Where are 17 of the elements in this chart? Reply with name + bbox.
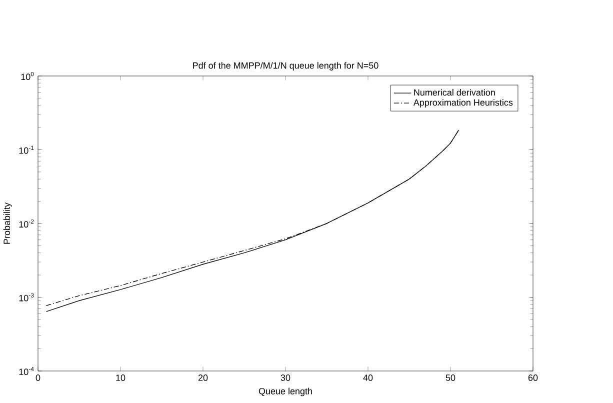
x-axis-title: Queue length [258,388,312,396]
y-tick-label: 10$^{-1}$ [19,146,34,154]
y-tick-label: 10$^{-4}$ [19,366,34,376]
y-tick-label: 10$^{-2}$ [19,219,34,228]
x-tick-label: 0 [36,374,40,381]
legend-label: Approximation Heuristics [413,99,513,108]
legend-label: Numerical derivation [414,89,495,96]
chart-title: Pdf of the MMPP/M/1/N queue length for N=50 [193,62,378,70]
x-tick-label: 30 [280,374,290,381]
x-tick-label: 10 [116,374,126,381]
x-tick-label: 50 [446,374,456,381]
x-tick-label: 20 [198,374,208,381]
x-tick-label: 60 [528,374,538,381]
y-tick-label: 10$^{0}$ [21,72,34,80]
y-tick-label: 10$^{-3}$ [19,293,34,302]
x-tick-label: 40 [363,374,373,381]
y-axis-title: Probability [3,202,12,244]
